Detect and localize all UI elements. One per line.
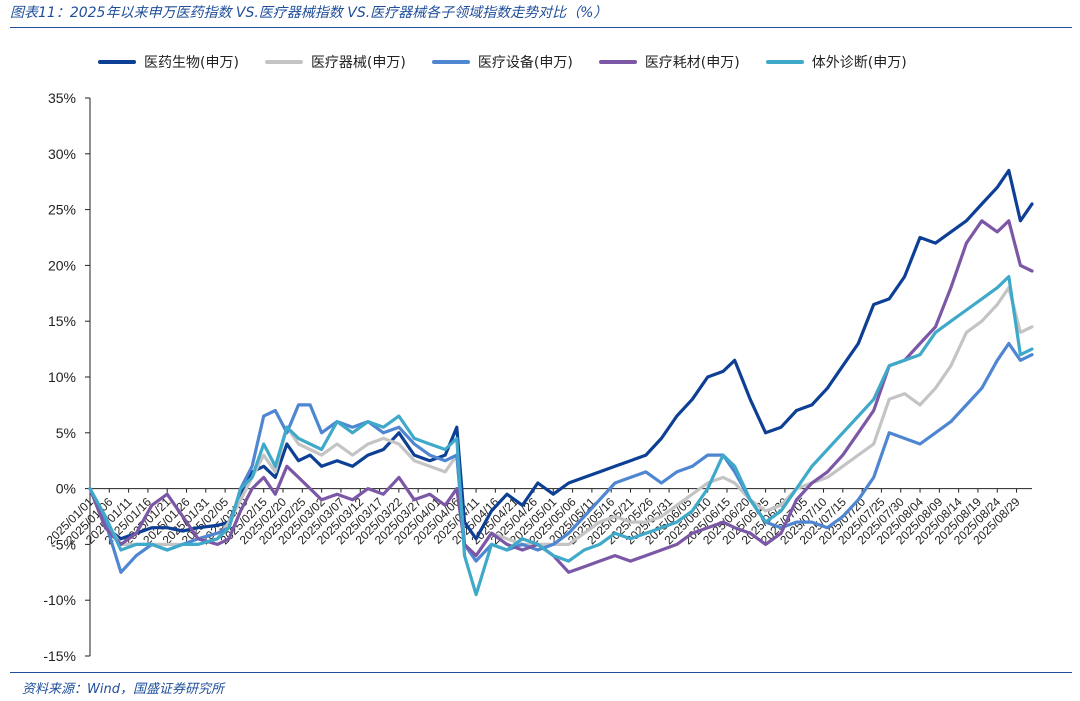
legend-swatch [431, 60, 470, 64]
legend-swatch [598, 60, 637, 64]
y-tick-label: 10% [48, 369, 76, 385]
y-tick-label: 25% [48, 202, 76, 218]
top-rule [10, 27, 1072, 28]
bottom-rule [10, 672, 1072, 673]
series-line [88, 341, 1034, 574]
legend-item: 医疗设备(申万) [431, 52, 573, 72]
legend-label: 医疗设备(申万) [477, 55, 573, 71]
y-tick-label: 35% [48, 90, 76, 106]
legend-swatch [765, 60, 804, 64]
legend-item: 体外诊断(申万) [765, 52, 907, 72]
y-tick-label: -15% [43, 648, 76, 664]
series-line [88, 168, 1034, 541]
legend-label: 医疗器械(申万) [310, 55, 406, 71]
legend-swatch [264, 60, 303, 64]
y-tick-label: 15% [48, 313, 76, 329]
series-line [88, 275, 1034, 597]
y-tick-label: 20% [48, 257, 76, 273]
y-tick-label: -5% [51, 536, 76, 552]
legend-item: 医药生物(申万) [98, 52, 239, 72]
legend-item: 医疗器械(申万) [264, 52, 406, 72]
y-tick-label: -10% [43, 592, 76, 608]
legend-label: 医疗耗材(申万) [644, 55, 740, 71]
legend-item: 医疗耗材(申万) [598, 52, 740, 72]
y-tick-label: 0% [56, 481, 76, 497]
legend-swatch [98, 60, 136, 64]
legend-label: 医药生物(申万) [144, 55, 239, 71]
legend: 医药生物(申万) 医疗器械(申万) 医疗设备(申万) 医疗耗材(申万) 体外诊断(申万) [98, 52, 907, 72]
y-tick-label: 5% [56, 425, 76, 441]
legend-label: 体外诊断(申万) [811, 55, 907, 71]
chart-title: 图表11：2025年以来申万医药指数 VS.医疗器械指数 VS.医疗器械各子领域… [10, 5, 608, 21]
source-note: 资料来源：Wind，国盛证券研究所 [22, 682, 224, 697]
y-tick-label: 30% [48, 146, 76, 162]
